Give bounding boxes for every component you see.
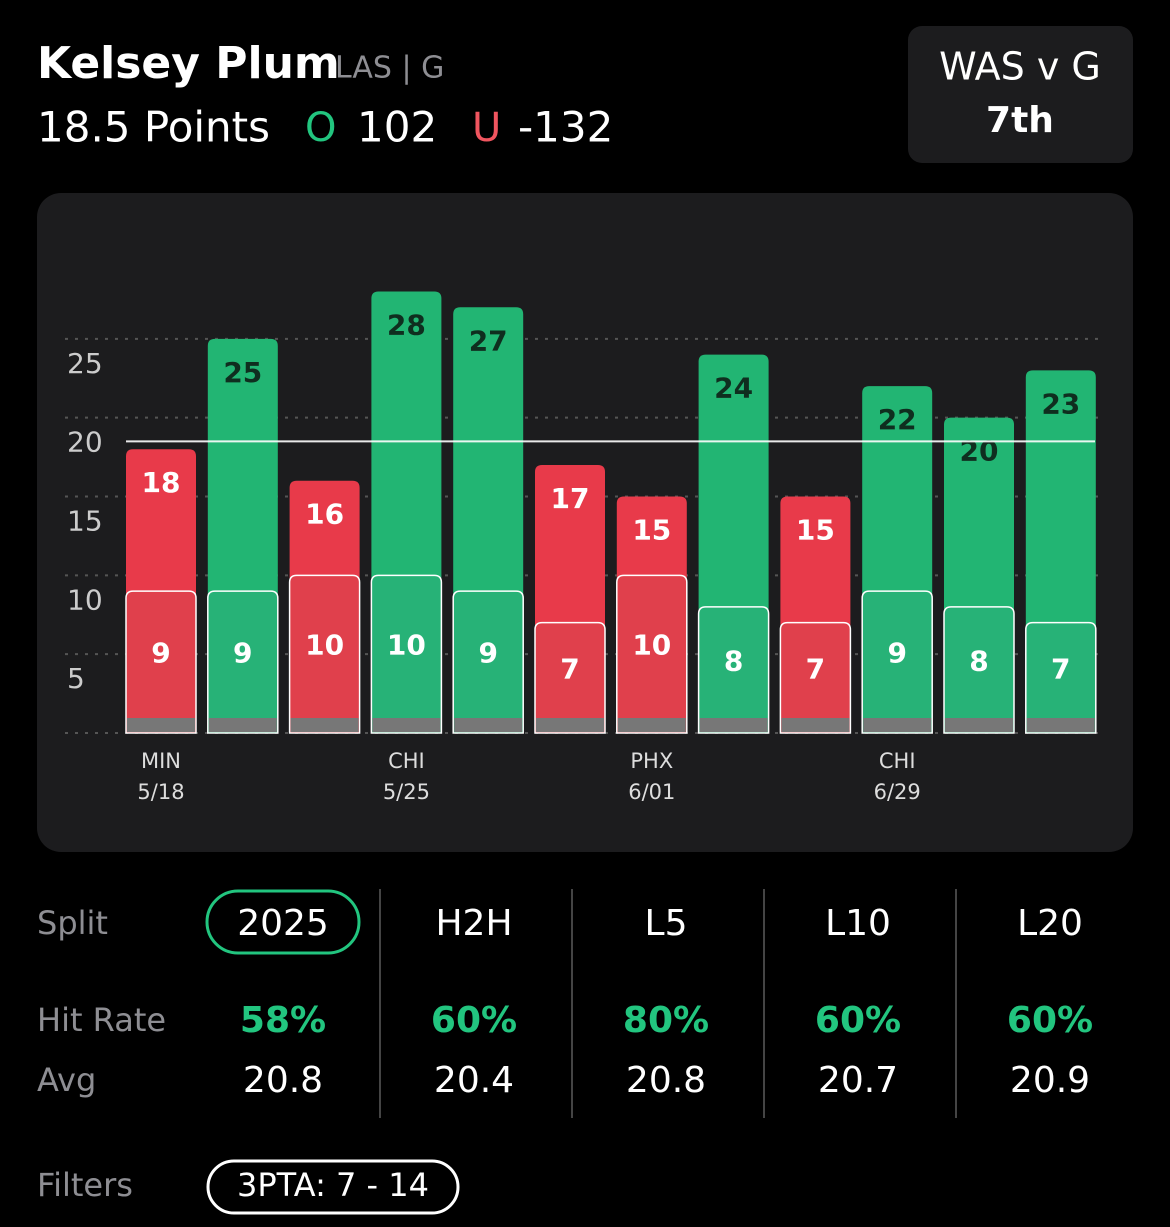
inner-value-label: 7	[806, 652, 825, 685]
team: LAS | G	[335, 51, 444, 86]
bar-foot	[127, 718, 195, 732]
average: 20.8	[626, 1060, 706, 1101]
inner-value-label: 9	[887, 637, 906, 670]
bar-foot	[781, 718, 850, 732]
inner-bar	[697, 606, 770, 734]
bar-foot	[863, 718, 932, 732]
inner-bar	[125, 590, 197, 734]
bar-value-label: 18	[142, 466, 181, 499]
bar-foot	[208, 718, 277, 732]
inner-bar	[452, 590, 524, 734]
inner-value-label: 9	[151, 637, 170, 670]
split-column[interactable]: H2H	[435, 903, 512, 944]
inner-value-label: 7	[1051, 652, 1070, 685]
inner-bar	[1025, 621, 1097, 734]
hit-rate: 58%	[240, 1000, 326, 1041]
inner-bar	[207, 590, 279, 734]
bar-value-label: 15	[632, 514, 671, 547]
over-odds: 102	[357, 103, 437, 152]
inner-value-label: 10	[632, 629, 671, 662]
x-tick-label: CHI	[388, 749, 425, 773]
bar-value-label: 27	[469, 324, 508, 357]
average: 20.7	[818, 1060, 898, 1101]
bar-value-label: 16	[305, 498, 344, 531]
inner-bar	[779, 621, 852, 734]
bar-foot	[372, 718, 441, 732]
prop-line: 18.5 Points	[37, 103, 270, 152]
bar-value-label: 23	[1041, 387, 1080, 420]
bar-foot	[1026, 718, 1095, 732]
bar-value-label: 25	[223, 356, 262, 389]
row-label: Hit Rate	[37, 1001, 166, 1039]
inner-bar	[370, 574, 443, 734]
selected-split[interactable]	[205, 889, 361, 955]
hit-rate: 60%	[815, 1000, 901, 1041]
average: 20.8	[243, 1060, 323, 1101]
splits-table: Split Hit Rate Avg 2025 58% 20.8 H2H 60% 20.4 L5 8…	[37, 889, 1093, 1215]
rank: 7th	[986, 100, 1054, 141]
y-tick-label: 15	[67, 505, 103, 538]
inner-value-label: 7	[560, 652, 579, 685]
filter-chip[interactable]	[206, 1159, 460, 1215]
bar-foot	[454, 718, 523, 732]
inner-value-label: 9	[478, 637, 497, 670]
inner-bar	[943, 606, 1015, 734]
inner-bar	[534, 621, 606, 734]
bar-value-label: 28	[387, 309, 426, 342]
inner-value-label: 8	[724, 644, 743, 677]
bar-foot	[617, 718, 686, 732]
bar-foot	[536, 718, 604, 732]
x-tick-label: 5/25	[383, 780, 430, 804]
hit-rate: 60%	[431, 1000, 517, 1041]
bar-value-label: 22	[878, 403, 917, 436]
x-tick-label: PHX	[630, 749, 673, 773]
split-column[interactable]: 2025	[237, 903, 329, 944]
x-tick-label: 5/18	[137, 780, 184, 804]
under-odds: -132	[518, 103, 613, 152]
matchup: WAS v G	[939, 45, 1101, 89]
average: 20.4	[434, 1060, 514, 1101]
split-column[interactable]: L5	[645, 903, 688, 944]
filter-chip-label[interactable]: 3PTA: 7 - 14	[237, 1166, 429, 1204]
inner-value-label: 10	[305, 629, 344, 662]
split-column[interactable]: L20	[1017, 903, 1083, 944]
under-label: U	[472, 105, 501, 151]
x-tick-label: CHI	[879, 749, 916, 773]
x-tick-label: 6/29	[874, 780, 921, 804]
split-column[interactable]: L10	[825, 903, 891, 944]
y-tick-label: 25	[67, 347, 103, 380]
y-tick-label: 20	[67, 426, 103, 459]
over-label: O	[305, 105, 336, 151]
bar-value-label: 24	[714, 372, 753, 405]
average: 20.9	[1010, 1060, 1090, 1101]
x-tick-label: 6/01	[628, 780, 675, 804]
bar-foot	[945, 718, 1013, 732]
hit-rate: 80%	[623, 1000, 709, 1041]
bar-value-label: 17	[551, 482, 590, 515]
inner-value-label: 10	[387, 629, 426, 662]
inner-value-label: 8	[969, 644, 988, 677]
bar-value-label: 20	[960, 435, 999, 468]
chart: 5 10 15 20 25 18 9 MIN 5/18 25 9 16 10 28 10 CHI 5/25 27 9…	[65, 291, 1100, 804]
x-tick-label: MIN	[141, 749, 181, 773]
player-name: Kelsey Plum	[37, 38, 340, 89]
inner-bar	[288, 574, 361, 734]
inner-value-label: 9	[233, 637, 252, 670]
bar-foot	[699, 718, 768, 732]
y-tick-label: 5	[67, 662, 85, 695]
filters-label: Filters	[37, 1166, 133, 1204]
inner-bar	[861, 590, 933, 734]
matchup-box	[908, 26, 1133, 163]
bar-value-label: 15	[796, 514, 835, 547]
row-label: Avg	[37, 1061, 96, 1099]
hit-rate: 60%	[1007, 1000, 1093, 1041]
row-label: Split	[37, 904, 108, 942]
bar-foot	[290, 718, 359, 732]
inner-bar	[616, 574, 688, 734]
y-tick-label: 10	[67, 583, 103, 616]
